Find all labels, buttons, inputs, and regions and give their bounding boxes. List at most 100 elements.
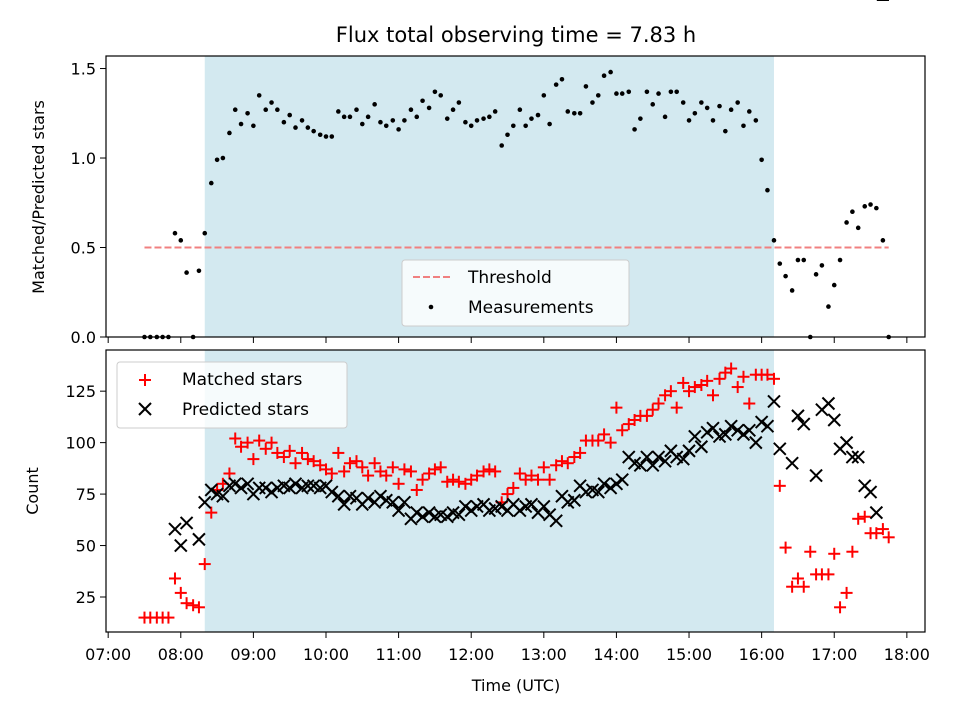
- measurement-point: [468, 123, 474, 129]
- x-tick-label: 09:00: [230, 645, 276, 664]
- measurement-point: [432, 89, 438, 95]
- matched-star-point: [471, 469, 484, 482]
- predicted-star-point: [658, 454, 672, 468]
- matched-star-point: [646, 403, 659, 416]
- measurement-point: [251, 123, 256, 129]
- predicted-star-point: [331, 489, 346, 503]
- measurement-point: [868, 202, 873, 207]
- measurement-point: [293, 125, 298, 130]
- measurement-point: [499, 143, 505, 148]
- predicted-star-point: [464, 503, 478, 518]
- matched-star-point: [876, 523, 889, 536]
- matched-star-point: [265, 436, 278, 449]
- measurement-point: [692, 110, 698, 116]
- measurement-point: [444, 116, 450, 121]
- predicted-star-point: [192, 532, 206, 547]
- x-tick-label: 16:00: [739, 645, 785, 664]
- measurement-point: [759, 157, 764, 163]
- predicted-star-point: [410, 505, 424, 520]
- matched-star-point: [604, 436, 617, 449]
- predicted-star-point: [869, 505, 884, 520]
- measurement-point: [632, 127, 637, 132]
- matched-star-point: [725, 362, 738, 375]
- measurement-point: [831, 282, 837, 288]
- matched-star-point: [174, 586, 187, 599]
- predicted-star-point: [386, 495, 400, 510]
- predicted-star-point: [839, 435, 854, 450]
- measurement-point: [372, 102, 377, 107]
- measurement-point: [547, 121, 552, 127]
- predicted-star-point: [718, 427, 733, 442]
- predicted-star-point: [549, 514, 563, 528]
- measurement-point: [220, 155, 226, 161]
- predicted-star-point: [198, 495, 212, 510]
- measurement-point: [269, 100, 274, 105]
- matched-stars-legend-swatch: [139, 374, 151, 386]
- matched-star-point: [501, 488, 514, 501]
- matched-star-point: [852, 512, 865, 525]
- matched-star-point: [713, 372, 726, 385]
- matched-star-point: [192, 601, 205, 614]
- predicted-star-point: [452, 507, 466, 522]
- x-tick-label: 14:00: [593, 645, 639, 664]
- matched-star-point: [205, 506, 218, 519]
- measurement-point: [481, 116, 486, 121]
- predicted-star-point: [179, 516, 194, 530]
- matched-star-point: [532, 473, 545, 486]
- top-y-tick-label: 1.5: [71, 60, 96, 79]
- predicted-star-point: [700, 425, 714, 440]
- matched-star-point: [797, 580, 810, 593]
- measurement-point: [275, 107, 280, 112]
- matched-star-point: [247, 453, 260, 466]
- measurement-point: [541, 93, 547, 98]
- measurement-point: [723, 128, 728, 134]
- measurement-point: [232, 107, 238, 112]
- matched-star-point: [404, 465, 417, 478]
- matched-star-point: [828, 547, 841, 560]
- matched-star-point: [870, 527, 883, 540]
- measurement-point: [638, 116, 643, 121]
- measurement-point: [341, 114, 347, 120]
- predicted-star-point: [458, 499, 473, 514]
- measurement-point: [347, 114, 353, 120]
- matched-star-point: [223, 467, 236, 480]
- matched-star-point: [447, 473, 460, 486]
- matched-star-point: [513, 467, 526, 480]
- measurement-point: [674, 89, 679, 95]
- x-tick-label: 08:00: [158, 645, 204, 664]
- matched-star-point: [834, 601, 847, 614]
- measurement-point: [728, 107, 734, 112]
- predicted-star-point: [325, 485, 339, 499]
- measurement-point: [801, 257, 807, 263]
- matched-star-point: [362, 469, 375, 482]
- bottom-legend: Matched stars Predicted stars: [116, 361, 348, 429]
- predicted-star-point: [827, 413, 841, 427]
- matched-star-point: [561, 457, 574, 470]
- matched-stars-legend-label: Matched stars: [182, 370, 302, 390]
- measurement-point: [311, 128, 316, 134]
- top-plot-frame: [105, 55, 926, 338]
- predicted-star-point: [821, 396, 836, 411]
- predicted-star-point: [373, 489, 388, 503]
- matched-star-point: [368, 457, 381, 470]
- measurement-point: [644, 89, 650, 95]
- measurement-point: [492, 109, 498, 114]
- top-y-tick-label: 0.0: [71, 328, 96, 347]
- measurement-point: [880, 238, 886, 243]
- predicted-star-point: [682, 444, 696, 458]
- bottom-y-axis-label: Count: [23, 467, 42, 515]
- matched-star-point: [343, 457, 356, 470]
- matched-star-point: [882, 531, 895, 544]
- matched-star-point: [392, 477, 405, 490]
- predicted-star-point: [851, 450, 865, 464]
- measurement-point: [590, 100, 595, 105]
- matched-star-point: [325, 467, 338, 480]
- predicted-star-point: [651, 450, 666, 464]
- measurement-point: [668, 89, 674, 95]
- measurement-point: [753, 118, 759, 123]
- measurement-point: [238, 121, 244, 127]
- predicted-star-point: [591, 485, 605, 499]
- measurement-point: [360, 121, 365, 127]
- predicted-star-point: [288, 477, 303, 491]
- predicted-star-point: [633, 458, 648, 472]
